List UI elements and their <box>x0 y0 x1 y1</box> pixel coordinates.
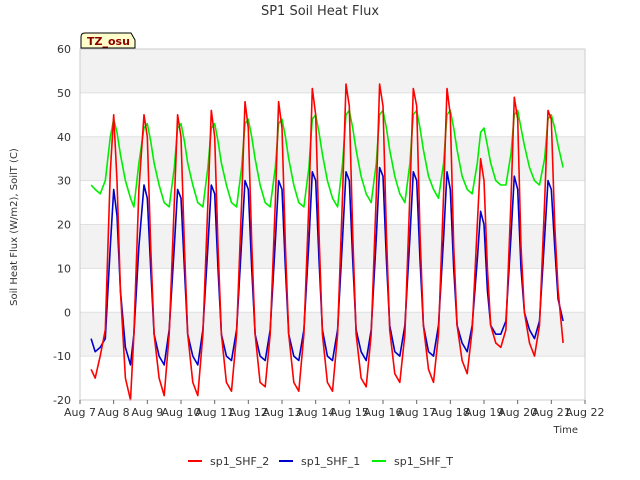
series-line-sp1_SHF_2 <box>90 83 564 401</box>
y-tick-label: 0 <box>64 306 71 319</box>
x-tick-label: Aug 16 <box>364 406 403 419</box>
x-tick-label: Aug 17 <box>397 406 436 419</box>
grid-bands <box>80 48 585 401</box>
x-tick-label: Aug 22 <box>566 406 605 419</box>
y-tick-label: 20 <box>57 219 71 232</box>
series-line-sp1_SHF_T <box>90 109 564 208</box>
legend: sp1_SHF_2 sp1_SHF_1 sp1_SHF_T <box>188 455 453 468</box>
x-tick-label: Aug 18 <box>431 406 470 419</box>
grid-band <box>80 180 585 225</box>
x-tick-label: Aug 8 <box>98 406 130 419</box>
plot-frame <box>79 48 586 401</box>
y-tick-label: 60 <box>57 43 71 56</box>
x-tick-label: Aug 11 <box>195 406 234 419</box>
x-tick-label: Aug 12 <box>229 406 268 419</box>
series-line-sp1_SHF_1 <box>90 166 564 366</box>
x-axis-label: Time <box>553 425 578 436</box>
series-layer <box>90 83 564 401</box>
y-tick-label: -10 <box>53 350 71 363</box>
timezone-annotation-text: TZ_osu <box>87 35 130 48</box>
x-tick-label: Aug 20 <box>498 406 537 419</box>
y-tick-label: -20 <box>53 394 71 407</box>
chart-title: SP1 Soil Heat Flux <box>261 4 379 19</box>
y-tick-label: 40 <box>57 131 71 144</box>
y-tick-label: 50 <box>57 87 71 100</box>
x-tick-label: Aug 7 <box>64 406 96 419</box>
legend-label-sp1_SHF_T: sp1_SHF_T <box>394 455 453 468</box>
grid-band <box>80 136 585 181</box>
x-tick-label: Aug 19 <box>465 406 504 419</box>
x-tick-label: Aug 10 <box>162 406 201 419</box>
x-tick-label: Aug 9 <box>131 406 163 419</box>
grid-band <box>80 92 585 137</box>
x-tick-label: Aug 13 <box>263 406 302 419</box>
y-axis-label: Soil Heat Flux (W/m2), SoilT (C) <box>9 148 20 306</box>
grid-band <box>80 268 585 313</box>
plot-area <box>79 48 586 401</box>
timezone-annotation-box <box>80 32 136 49</box>
y-tick-label: 30 <box>57 175 71 188</box>
y-tick-label: 10 <box>57 262 71 275</box>
grid-band <box>80 356 585 400</box>
y-axis: -20 -10 0 10 20 30 40 50 60 <box>53 43 71 407</box>
legend-label-sp1_SHF_2: sp1_SHF_2 <box>210 455 269 468</box>
grid-band <box>80 224 585 269</box>
x-tick-label: Aug 21 <box>532 406 571 419</box>
legend-label-sp1_SHF_1: sp1_SHF_1 <box>301 455 360 468</box>
x-tick-label: Aug 15 <box>330 406 369 419</box>
timezone-annotation: TZ_osu <box>80 32 136 49</box>
x-tick-label: Aug 14 <box>296 406 335 419</box>
grid-band <box>80 49 585 93</box>
